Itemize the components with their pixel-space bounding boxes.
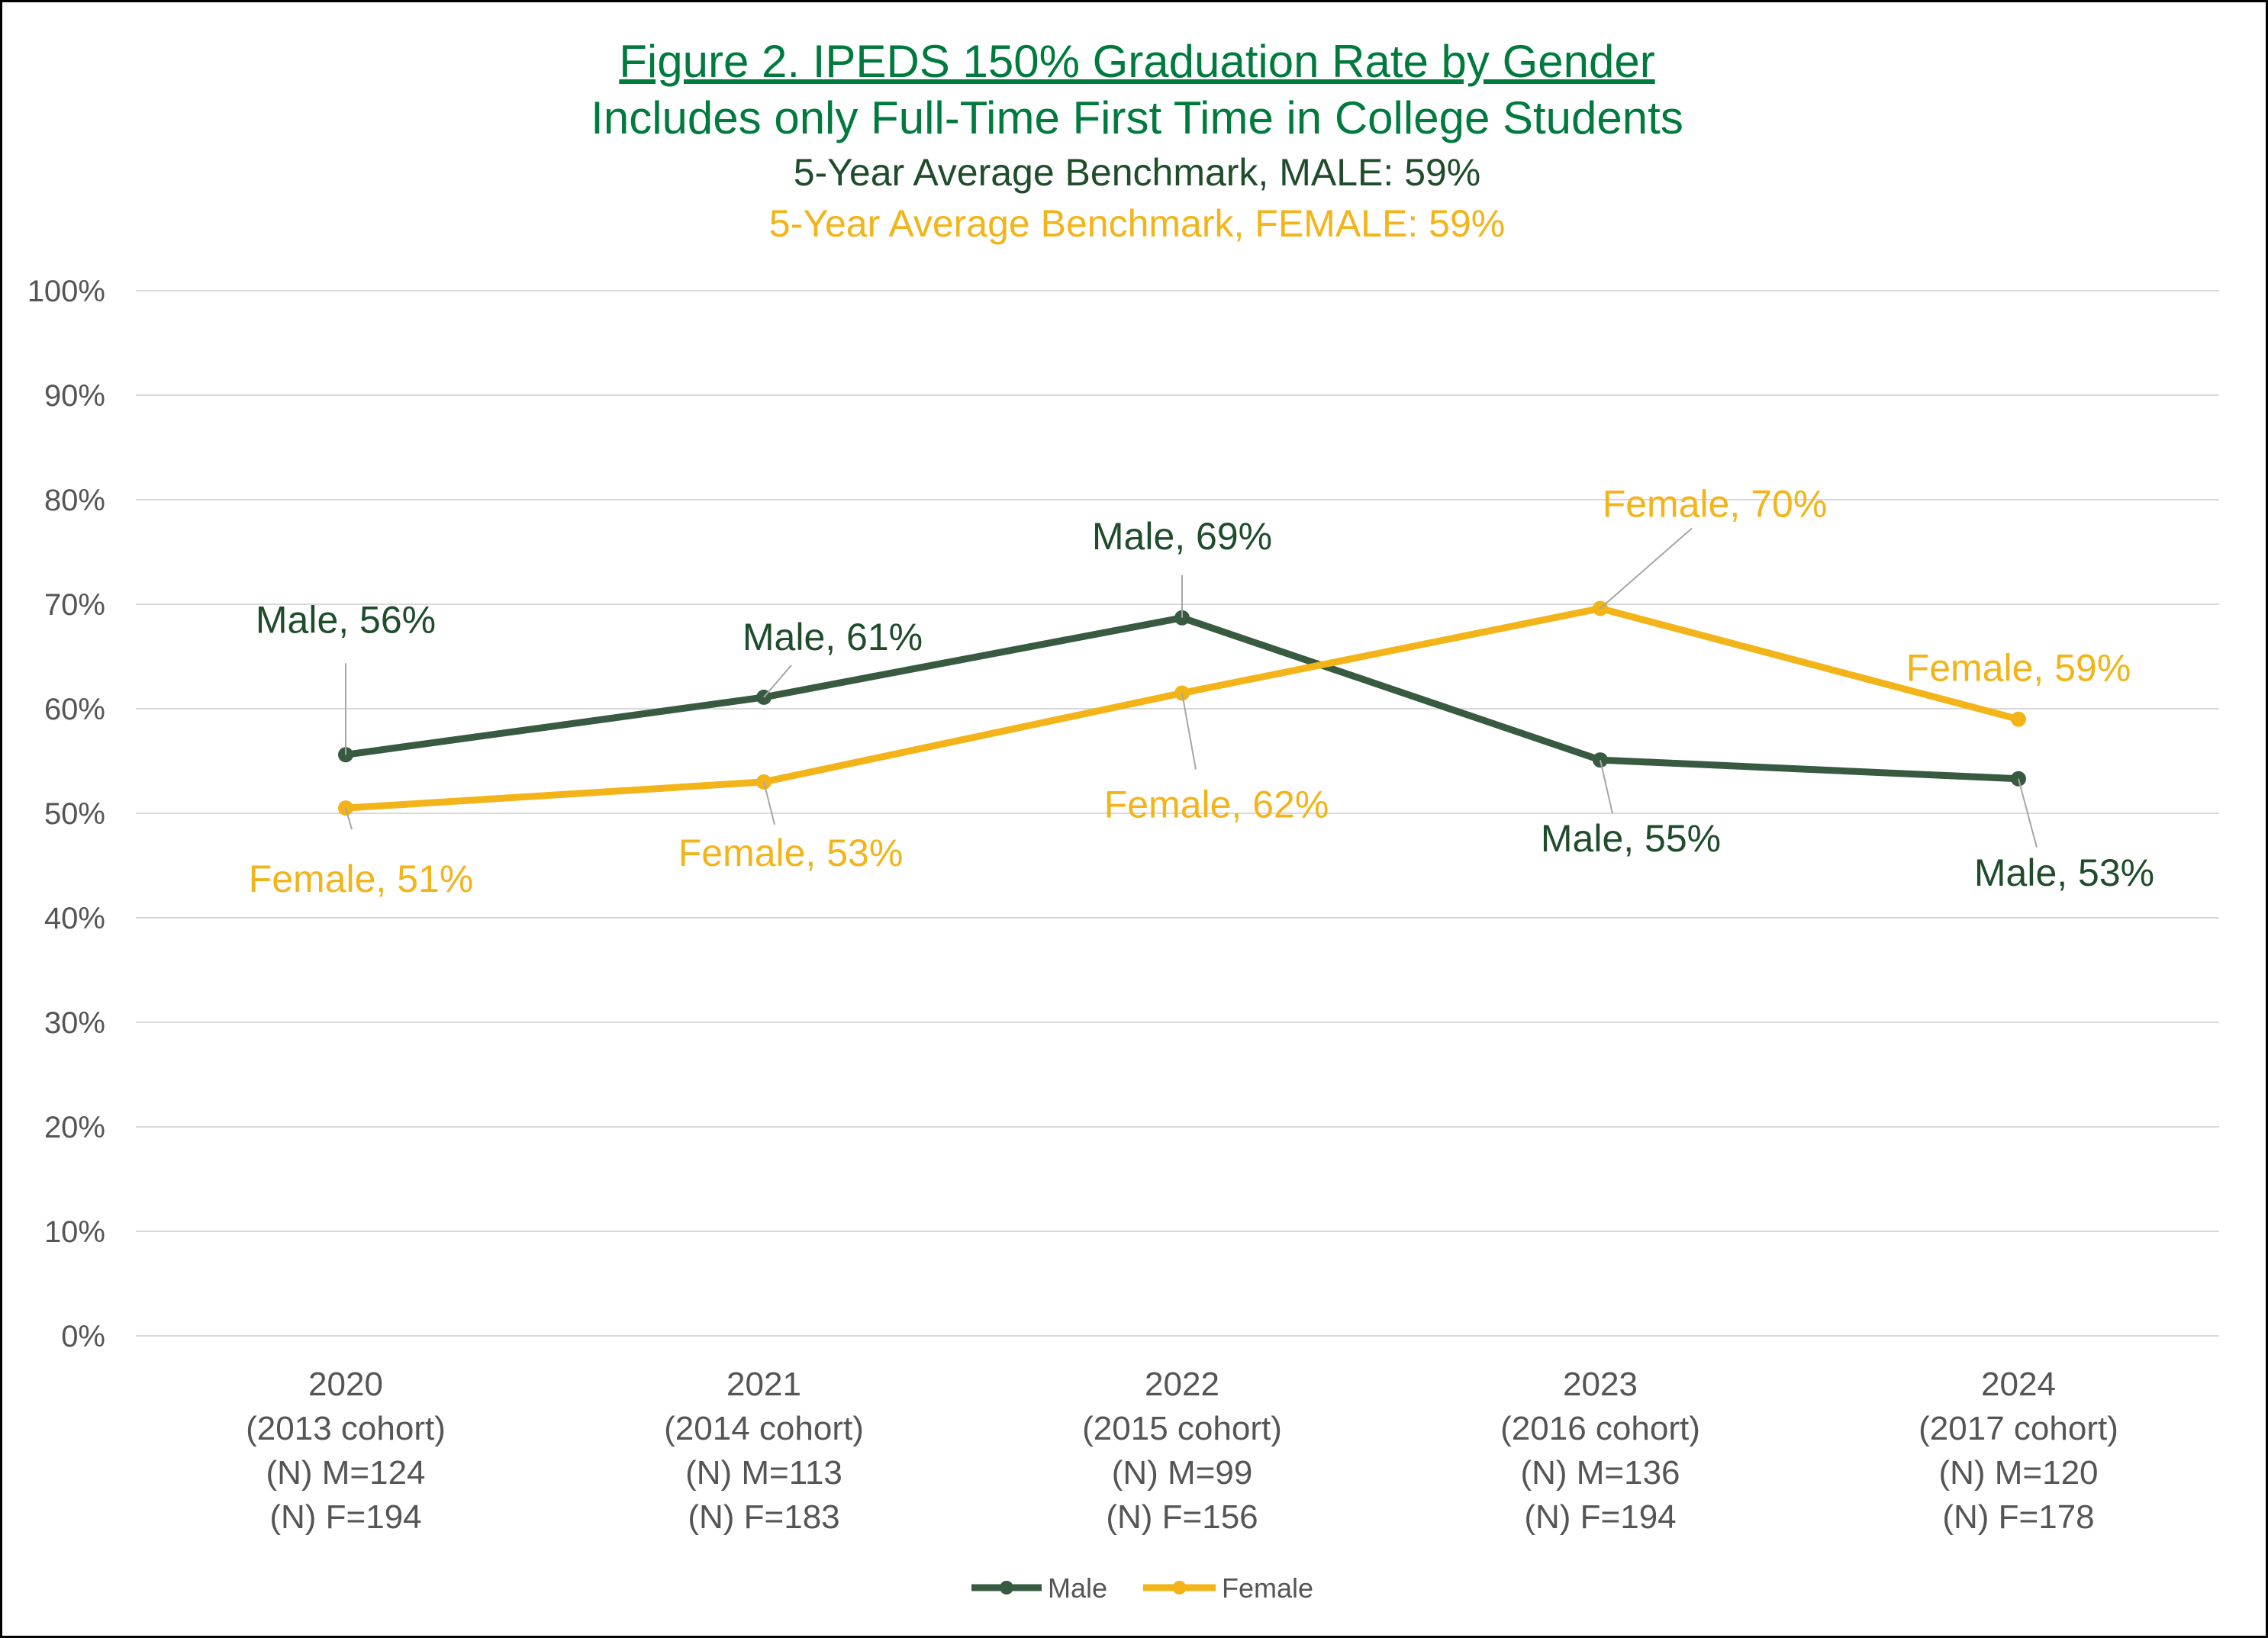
x-tick-line: 2024 [1981, 1366, 2056, 1403]
female-data-label-2: Female, 62% [1104, 783, 1329, 825]
legend-label-female: Female [1222, 1572, 1313, 1604]
male-leader-3 [1600, 759, 1613, 814]
x-tick-line: (2014 cohort) [664, 1410, 864, 1447]
legend-marker-female [1172, 1581, 1187, 1595]
male-leader-4 [2018, 778, 2038, 848]
x-tick-label-2024: 2024 (2017 cohort) (N) M=120 (N) F=178 [1918, 1366, 2118, 1536]
x-tick-line: (N) M=124 [266, 1454, 425, 1492]
female-data-label-0: Female, 51% [249, 858, 474, 900]
benchmark-male-value: 59% [1404, 151, 1480, 194]
x-tick-line: (N) M=113 [685, 1454, 842, 1492]
y-tick-label-90: 90% [44, 379, 105, 413]
y-tick-label-100: 100% [27, 275, 105, 308]
female-leader-3 [1600, 527, 1693, 610]
benchmark-female: 5-Year Average Benchmark, FEMALE: 59% [769, 202, 1505, 245]
male-data-label-3: Male, 55% [1541, 817, 1721, 860]
data-labels: Male, 56% Male, 61% Male, 69% Male, 55% Male… [249, 482, 2154, 900]
x-tick-line: (N) M=99 [1112, 1454, 1253, 1492]
benchmark-female-label: 5-Year Average Benchmark, FEMALE: [769, 202, 1418, 245]
y-tick-label-70: 70% [44, 588, 105, 622]
x-tick-line: (2017 cohort) [1918, 1410, 2118, 1447]
y-tick-label-10: 10% [44, 1215, 105, 1249]
chart-subtitle: Includes only Full-Time First Time in Co… [591, 92, 1683, 143]
x-tick-label-2023: 2023 (2016 cohort) (N) M=136 (N) F=194 [1500, 1366, 1700, 1536]
male-data-label-2: Male, 69% [1092, 515, 1272, 558]
x-tick-line: (N) F=194 [269, 1498, 421, 1536]
x-tick-label-2021: 2021 (2014 cohort) (N) M=113 (N) F=183 [664, 1366, 864, 1536]
x-tick-line: 2023 [1563, 1366, 1638, 1403]
legend: Male Female [971, 1572, 1313, 1604]
x-tick-line: 2021 [726, 1366, 801, 1403]
x-tick-line: (N) F=178 [1942, 1498, 2094, 1536]
y-tick-label-60: 60% [44, 693, 105, 726]
female-data-label-3: Female, 70% [1603, 482, 1828, 525]
y-tick-label-0: 0% [61, 1320, 105, 1353]
x-tick-label-2022: 2022 (2015 cohort) (N) M=99 (N) F=156 [1082, 1366, 1282, 1536]
x-tick-line: 2022 [1145, 1366, 1219, 1403]
male-data-label-0: Male, 56% [256, 598, 436, 641]
benchmark-male: 5-Year Average Benchmark, MALE: 59% [794, 151, 1481, 194]
female-point-4 [2011, 711, 2026, 727]
x-tick-line: (2015 cohort) [1082, 1410, 1282, 1447]
female-leader-2 [1181, 693, 1197, 770]
y-axis-ticks: 0% 10% 20% 30% 40% 50% 60% 70% 80% 90% 100% [27, 275, 105, 1353]
y-tick-label-80: 80% [44, 484, 105, 517]
female-leader-0 [345, 807, 353, 830]
legend-label-male: Male [1048, 1572, 1107, 1604]
legend-marker-male [1000, 1581, 1013, 1595]
x-tick-line: (N) F=156 [1106, 1498, 1258, 1536]
x-tick-line: (N) M=120 [1938, 1454, 2098, 1492]
x-tick-line: (N) F=194 [1524, 1498, 1676, 1536]
x-axis-ticks: 2020 (2013 cohort) (N) M=124 (N) F=194 2021 (… [246, 1366, 2118, 1536]
x-tick-line: (2016 cohort) [1500, 1410, 1700, 1447]
female-leader-1 [763, 781, 775, 825]
benchmark-female-value: 59% [1429, 202, 1505, 245]
x-tick-line: (2013 cohort) [246, 1410, 446, 1447]
y-tick-label-30: 30% [44, 1006, 105, 1040]
chart-title: Figure 2. IPEDS 150% Graduation Rate by … [619, 36, 1654, 87]
y-tick-label-50: 50% [44, 797, 105, 831]
gridlines [136, 290, 2219, 1337]
y-tick-label-20: 20% [44, 1111, 105, 1144]
x-tick-line: (N) M=136 [1520, 1454, 1680, 1492]
male-data-label-1: Male, 61% [743, 616, 923, 658]
x-tick-line: 2020 [308, 1366, 383, 1403]
male-data-label-4: Male, 53% [1974, 851, 2154, 894]
female-data-label-1: Female, 53% [678, 832, 904, 874]
benchmark-male-label: 5-Year Average Benchmark, MALE: [794, 151, 1394, 194]
x-tick-line: (N) F=183 [688, 1498, 839, 1536]
female-data-label-4: Female, 59% [1906, 647, 2131, 690]
x-tick-label-2020: 2020 (2013 cohort) (N) M=124 (N) F=194 [246, 1366, 446, 1536]
y-tick-label-40: 40% [44, 902, 105, 935]
male-leader-1 [763, 665, 792, 698]
